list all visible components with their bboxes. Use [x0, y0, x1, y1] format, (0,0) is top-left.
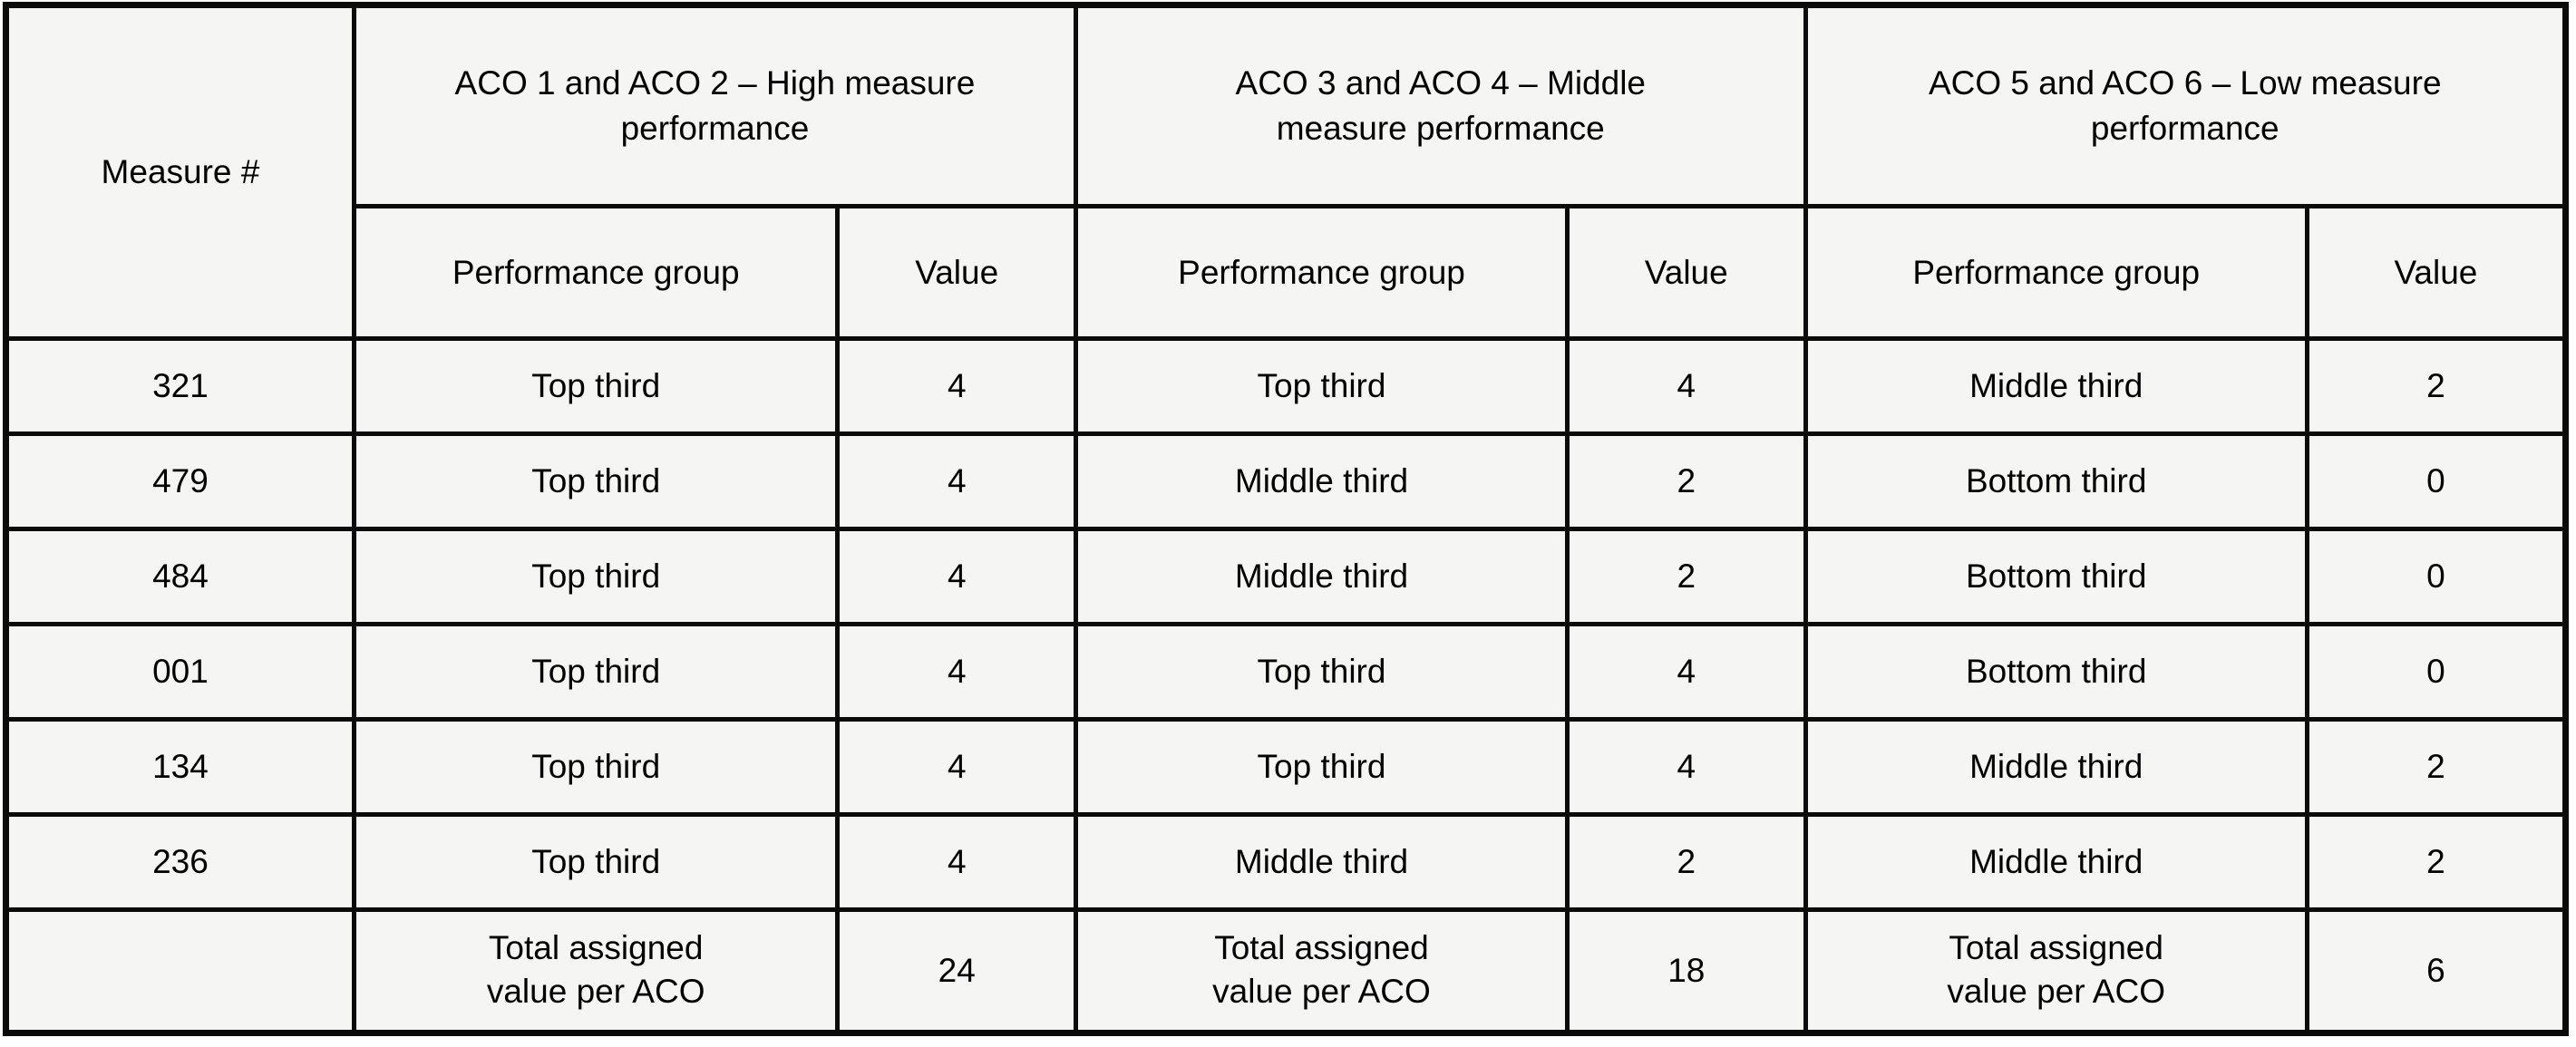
performance-group-cell: Middle third	[1073, 811, 1570, 912]
table-row: 484 Top third 4 Middle third 2 Bottom th…	[4, 526, 2569, 626]
measure-number-cell: 134	[4, 716, 356, 817]
table-row: 001 Top third 4 Top third 4 Bottom third…	[4, 621, 2569, 722]
value-column-header: Value	[835, 204, 1078, 341]
value-cell: 4	[835, 431, 1078, 531]
value-cell: 4	[1565, 716, 1808, 817]
performance-group-cell: Top third	[1073, 336, 1570, 436]
total-row: Total assigned value per ACO 24 Total as…	[4, 906, 2569, 1036]
performance-group-cell: Top third	[1073, 716, 1570, 817]
performance-group-cell: Middle third	[1073, 431, 1570, 531]
performance-group-cell: Middle third	[1803, 716, 2309, 817]
sub-header-row: Performance group Value Performance grou…	[6, 204, 2569, 341]
value-cell: 4	[1565, 621, 1808, 722]
value-cell: 2	[2304, 811, 2569, 912]
total-value-cell: 6	[2304, 906, 2569, 1036]
measure-number-cell: 001	[4, 621, 356, 722]
measure-number-cell: 236	[4, 811, 356, 912]
total-label: Total assigned value per ACO	[486, 929, 705, 1011]
performance-group-cell: Top third	[351, 336, 841, 436]
total-label: Total assigned value per ACO	[1947, 929, 2165, 1011]
performance-group-column-header: Performance group	[1803, 204, 2309, 341]
value-column-header: Value	[2304, 204, 2569, 341]
footer-empty-cell	[4, 906, 356, 1036]
value-cell: 4	[835, 526, 1078, 626]
value-cell: 2	[2304, 336, 2569, 436]
total-label-cell: Total assigned value per ACO	[1073, 906, 1570, 1036]
aco-group-header-middle-label: ACO 3 and ACO 4 – Middle measure perform…	[1235, 64, 1646, 147]
aco-measure-performance-table-container: Measure # ACO 1 and ACO 2 – High measure…	[3, 2, 2569, 1036]
aco-group-header-middle: ACO 3 and ACO 4 – Middle measure perform…	[1074, 3, 1808, 208]
value-cell: 4	[835, 621, 1078, 722]
value-cell: 4	[835, 811, 1078, 912]
table-row: 479 Top third 4 Middle third 2 Bottom th…	[4, 431, 2569, 531]
total-label-cell: Total assigned value per ACO	[1803, 906, 2309, 1036]
value-cell: 0	[2304, 621, 2569, 722]
performance-group-cell: Bottom third	[1803, 621, 2309, 722]
value-cell: 4	[835, 716, 1078, 817]
performance-group-cell: Top third	[351, 716, 841, 817]
value-cell: 0	[2304, 431, 2569, 531]
performance-group-cell: Middle third	[1803, 811, 2309, 912]
aco-group-header-high: ACO 1 and ACO 2 – High measure performan…	[351, 3, 1079, 208]
measure-number-cell: 479	[4, 431, 356, 531]
performance-group-cell: Top third	[1073, 621, 1570, 722]
aco-measure-performance-table: Measure # ACO 1 and ACO 2 – High measure…	[3, 2, 2569, 1036]
measure-number-column-header: Measure #	[4, 3, 356, 341]
value-cell: 2	[1565, 811, 1808, 912]
performance-group-cell: Bottom third	[1803, 526, 2309, 626]
aco-group-header-low: ACO 5 and ACO 6 – Low measure performanc…	[1803, 3, 2569, 208]
measure-number-cell: 321	[4, 336, 356, 436]
total-value-cell: 24	[835, 906, 1078, 1036]
total-label-cell: Total assigned value per ACO	[351, 906, 841, 1036]
performance-group-cell: Middle third	[1803, 336, 2309, 436]
value-column-header: Value	[1565, 204, 1808, 341]
table-row: 321 Top third 4 Top third 4 Middle third…	[4, 336, 2569, 436]
performance-group-cell: Top third	[351, 811, 841, 912]
performance-group-cell: Top third	[351, 526, 841, 626]
performance-group-cell: Top third	[351, 621, 841, 722]
table-row: 134 Top third 4 Top third 4 Middle third…	[4, 716, 2569, 817]
measure-number-cell: 484	[4, 526, 356, 626]
aco-group-header-high-label: ACO 1 and ACO 2 – High measure performan…	[454, 64, 976, 147]
value-cell: 2	[2304, 716, 2569, 817]
value-cell: 0	[2304, 526, 2569, 626]
table-row: 236 Top third 4 Middle third 2 Middle th…	[4, 811, 2569, 912]
value-cell: 2	[1565, 431, 1808, 531]
performance-group-cell: Middle third	[1073, 526, 1570, 626]
value-cell: 4	[835, 336, 1078, 436]
total-value-cell: 18	[1565, 906, 1808, 1036]
aco-group-header-low-label: ACO 5 and ACO 6 – Low measure performanc…	[1928, 64, 2442, 147]
total-label: Total assigned value per ACO	[1212, 929, 1431, 1011]
performance-group-column-header: Performance group	[351, 204, 841, 341]
group-header-row: Measure # ACO 1 and ACO 2 – High measure…	[4, 3, 2569, 341]
performance-group-column-header: Performance group	[1073, 204, 1570, 341]
performance-group-cell: Bottom third	[1803, 431, 2309, 531]
value-cell: 4	[1565, 336, 1808, 436]
performance-group-cell: Top third	[351, 431, 841, 531]
value-cell: 2	[1565, 526, 1808, 626]
